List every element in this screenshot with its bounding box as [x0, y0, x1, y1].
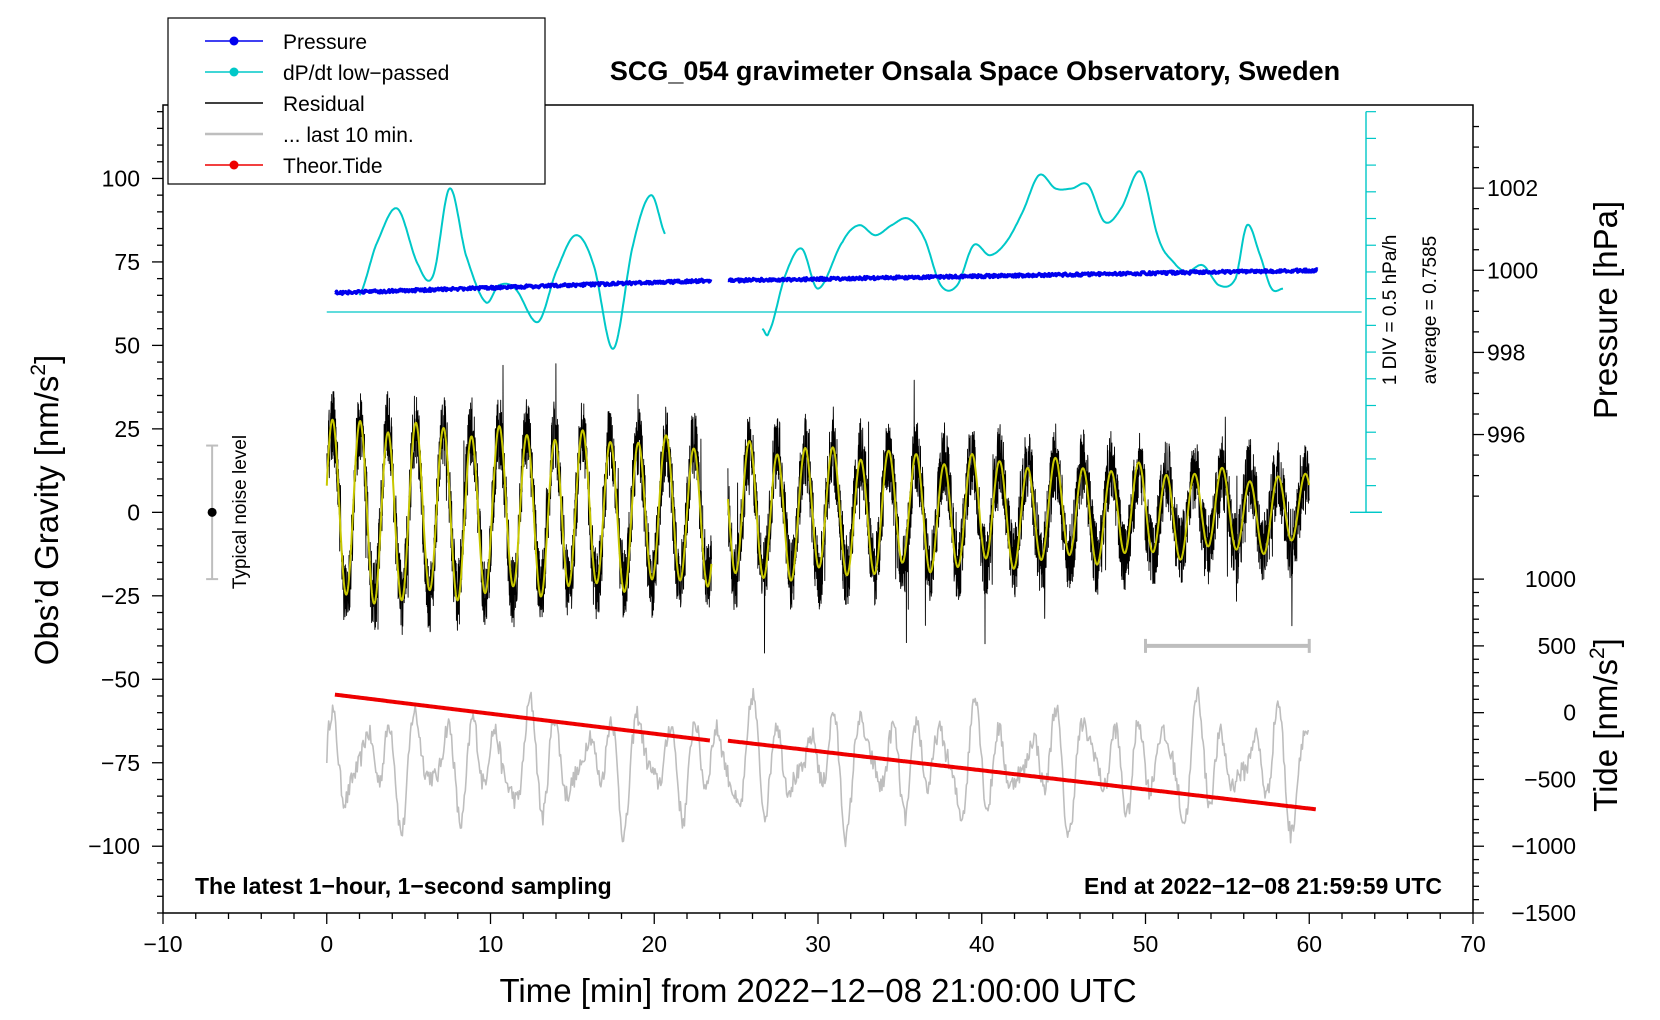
x-axis-title: Time [min] from 2022−12−08 21:00:00 UTC — [499, 972, 1136, 1009]
series-layer — [206, 111, 1382, 848]
series-tide-2 — [727, 738, 1317, 812]
x-tick-label: 70 — [1460, 931, 1486, 957]
y-axis-title-gravity-suffix: ] — [28, 355, 65, 364]
pressure-tick-label: 998 — [1487, 339, 1525, 365]
x-tick-label: 40 — [969, 931, 995, 957]
series-residual-smoothed-1 — [325, 418, 713, 605]
x-tick-label: 50 — [1133, 931, 1159, 957]
series-residual-smoothed-2 — [726, 440, 1311, 582]
x-tick-label: 0 — [320, 931, 333, 957]
series-tide-1 — [334, 692, 711, 743]
y-tick-label: 100 — [102, 165, 140, 191]
x-tick-label: 60 — [1296, 931, 1322, 957]
legend-label: Residual — [283, 93, 365, 116]
series-residual-2 — [727, 379, 1310, 654]
noise-bar-dot — [207, 507, 217, 517]
pressure-tick-label: 1002 — [1487, 175, 1538, 201]
legend-box — [167, 17, 546, 185]
y-tick-label: 50 — [114, 332, 140, 358]
dpdt-scale-label: 1 DIV = 0.5 hPa/h — [1380, 235, 1401, 386]
y-axis-title-gravity: Obs’d Gravity [nm/s2] — [27, 355, 65, 666]
tide-tick-label: 500 — [1538, 633, 1576, 659]
y-axis-title-pressure: Pressure [hPa] — [1587, 201, 1624, 419]
y-tick-label: −75 — [101, 750, 140, 776]
legend-label: ... last 10 min. — [283, 124, 414, 147]
tide-tick-label: 0 — [1563, 700, 1576, 726]
x-tick-label: 10 — [478, 931, 504, 957]
noise-level-label: Typical noise level — [230, 435, 251, 589]
legend-label: dP/dt low−passed — [283, 62, 449, 85]
y-axis-title-gravity-sup: 2 — [27, 364, 50, 376]
series-last-10-min — [326, 686, 1310, 848]
y-tick-label: −25 — [101, 583, 140, 609]
y-tick-label: 0 — [127, 499, 140, 525]
legend: Pressure dP/dt low−passed Residual ... last… — [167, 17, 546, 185]
y-axis-title-tide-suffix: ] — [1587, 638, 1624, 647]
legend-label: Theor.Tide — [283, 155, 383, 178]
legend-marker — [229, 36, 239, 46]
chart-title: SCG_054 gravimeter Onsala Space Observat… — [610, 56, 1340, 86]
tide-tick-label: −1000 — [1511, 833, 1576, 859]
y-tick-label: 25 — [114, 416, 140, 442]
x-tick-label: −10 — [143, 931, 182, 957]
end-time-note: End at 2022−12−08 21:59:59 UTC — [1084, 873, 1442, 899]
pressure-tick-label: 1000 — [1487, 257, 1538, 283]
x-tick-label: 20 — [641, 931, 667, 957]
y-axis-title-tide-sup: 2 — [1586, 647, 1609, 659]
legend-items: Pressure dP/dt low−passed Residual ... last… — [205, 31, 449, 178]
tide-tick-label: 1000 — [1525, 566, 1576, 592]
axis-layer: −10 0 10 20 30 40 50 60 701007550250−25−50−75−10… — [88, 111, 1576, 957]
y-axis-title-tide-prefix: Tide [nm/s — [1587, 659, 1624, 812]
tide-tick-label: −500 — [1524, 766, 1576, 792]
y-tick-label: 75 — [114, 249, 140, 275]
y-tick-label: −100 — [88, 833, 140, 859]
legend-marker — [229, 160, 239, 170]
legend-marker — [229, 67, 239, 77]
series-pressure-1 — [334, 277, 713, 296]
dpdt-average-label: average = 0.7585 — [1420, 236, 1441, 384]
y-axis-title-gravity-prefix: Obs’d Gravity [nm/s — [28, 376, 65, 666]
legend-label: Pressure — [283, 31, 367, 54]
x-tick-label: 30 — [805, 931, 831, 957]
y-tick-label: −50 — [101, 666, 140, 692]
series-pressure-2 — [727, 267, 1319, 284]
pressure-tick-label: 996 — [1487, 422, 1525, 448]
sampling-note: The latest 1−hour, 1−second sampling — [195, 873, 612, 899]
y-axis-title-tide: Tide [nm/s2] — [1586, 638, 1624, 812]
series-dpdt-2 — [761, 170, 1284, 337]
tide-tick-label: −1500 — [1511, 900, 1576, 926]
